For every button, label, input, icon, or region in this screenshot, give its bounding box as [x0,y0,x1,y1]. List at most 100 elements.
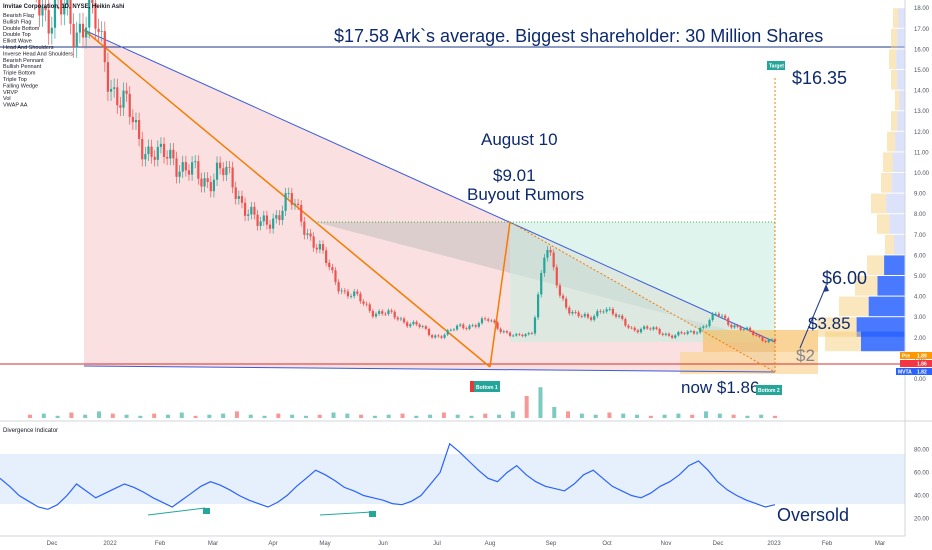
candle-body [75,32,78,48]
bottom1-tag [470,381,500,392]
volume-bar [579,413,584,418]
candle-body [69,0,72,24]
volume-bar [648,415,653,418]
candle-body [296,203,300,206]
volume-bar [331,412,336,418]
price-tick: 0.00 [914,377,926,383]
price-candles [35,0,777,344]
oscillator-axis: 80.00 60.00 40.00 20.00 [914,448,930,523]
candle-body [103,31,106,63]
profile-bar-up [887,131,896,152]
last-price-value: 1.86 [917,362,927,368]
candle-body [739,326,742,330]
volume-bar [717,413,722,418]
candle-body [106,62,110,92]
candle-body [396,317,399,320]
legend-item: Double Bottom [3,26,40,32]
volume-profile [817,8,905,352]
price-tick: 11.00 [914,150,929,156]
candle-body [493,320,496,323]
volume-bar [179,412,184,418]
price-tick: 8.00 [914,212,926,218]
volume-bar [248,414,253,418]
candle-body [586,314,590,318]
candle-body [91,0,94,3]
price-tick: 5.00 [914,274,926,280]
candle-body [664,333,667,335]
date-tick: Mar [208,541,218,547]
date-tick: Feb [155,541,166,547]
candle-body [162,143,166,157]
legend-item: Bullish Flag [3,19,31,25]
legend-item: Bullish Pennant [3,64,42,70]
price-tick: 9.00 [914,192,926,198]
volume-bar [345,413,350,418]
candle-body [125,90,128,94]
profile-bar-up [891,70,898,90]
target-annotation: $16.35 [792,68,847,88]
last-price-badge [900,360,932,367]
candle-body [303,221,306,235]
candle-body [611,308,615,315]
candle-body [231,167,234,188]
legend-item: Double Top [3,32,31,38]
volume-bar [414,415,419,418]
volume-bar [193,415,198,418]
candle-body [431,335,434,338]
date-tick: Dec [47,541,58,547]
volume-bar [138,415,143,418]
candle-body [474,325,477,327]
candle-body [203,178,206,187]
candle-body [187,170,191,175]
candle-body [702,326,705,328]
dotted-descent-line [509,221,776,373]
profile-bar-down [897,28,905,49]
candle-body [312,236,315,248]
legend-item: VWAP AA [3,103,28,109]
candle-body [63,4,66,15]
candle-body [536,294,540,318]
divergence-tag-2 [369,511,376,517]
candle-body [512,335,515,337]
candle-body [720,315,724,317]
candle-body [421,326,424,328]
candle-body [434,335,437,338]
candle-body [524,334,527,337]
candle-body [764,340,767,343]
candle-body [580,316,583,317]
volume-bar [110,413,115,418]
candle-body [508,332,512,336]
price-badges: Pre 1.89 1.86 MVTA 1.82 [896,352,932,376]
candle-body [353,291,356,297]
candle-body [415,321,418,325]
volume-bar [607,412,612,418]
candle-body [390,310,393,312]
candle-body [480,318,484,324]
price-tick: 2.00 [914,336,926,342]
candle-body [134,119,138,123]
date-tick: Dec [713,541,724,547]
divergence-line-1 [147,507,206,516]
candle-body [736,325,739,327]
profile-bar-up [891,111,898,131]
price-tick: 16.00 [914,47,930,53]
volume-bar [386,414,391,418]
candle-body [515,334,518,336]
candle-body [658,328,661,334]
candle-body [496,322,499,329]
candle-body [596,311,599,317]
divergence-line-2 [319,511,373,516]
candle-body [247,214,250,216]
candle-body [440,336,443,338]
candle-body [708,320,711,326]
price-tick: 18.00 [914,6,930,12]
candle-body [558,285,562,296]
profile-bar-down [868,296,905,317]
volume-bar [469,415,474,418]
candle-body [47,9,50,34]
candle-body [661,333,664,335]
candle-body [393,311,396,318]
candle-body [695,332,699,334]
profile-bar-up [895,90,900,111]
candle-body [237,196,240,199]
